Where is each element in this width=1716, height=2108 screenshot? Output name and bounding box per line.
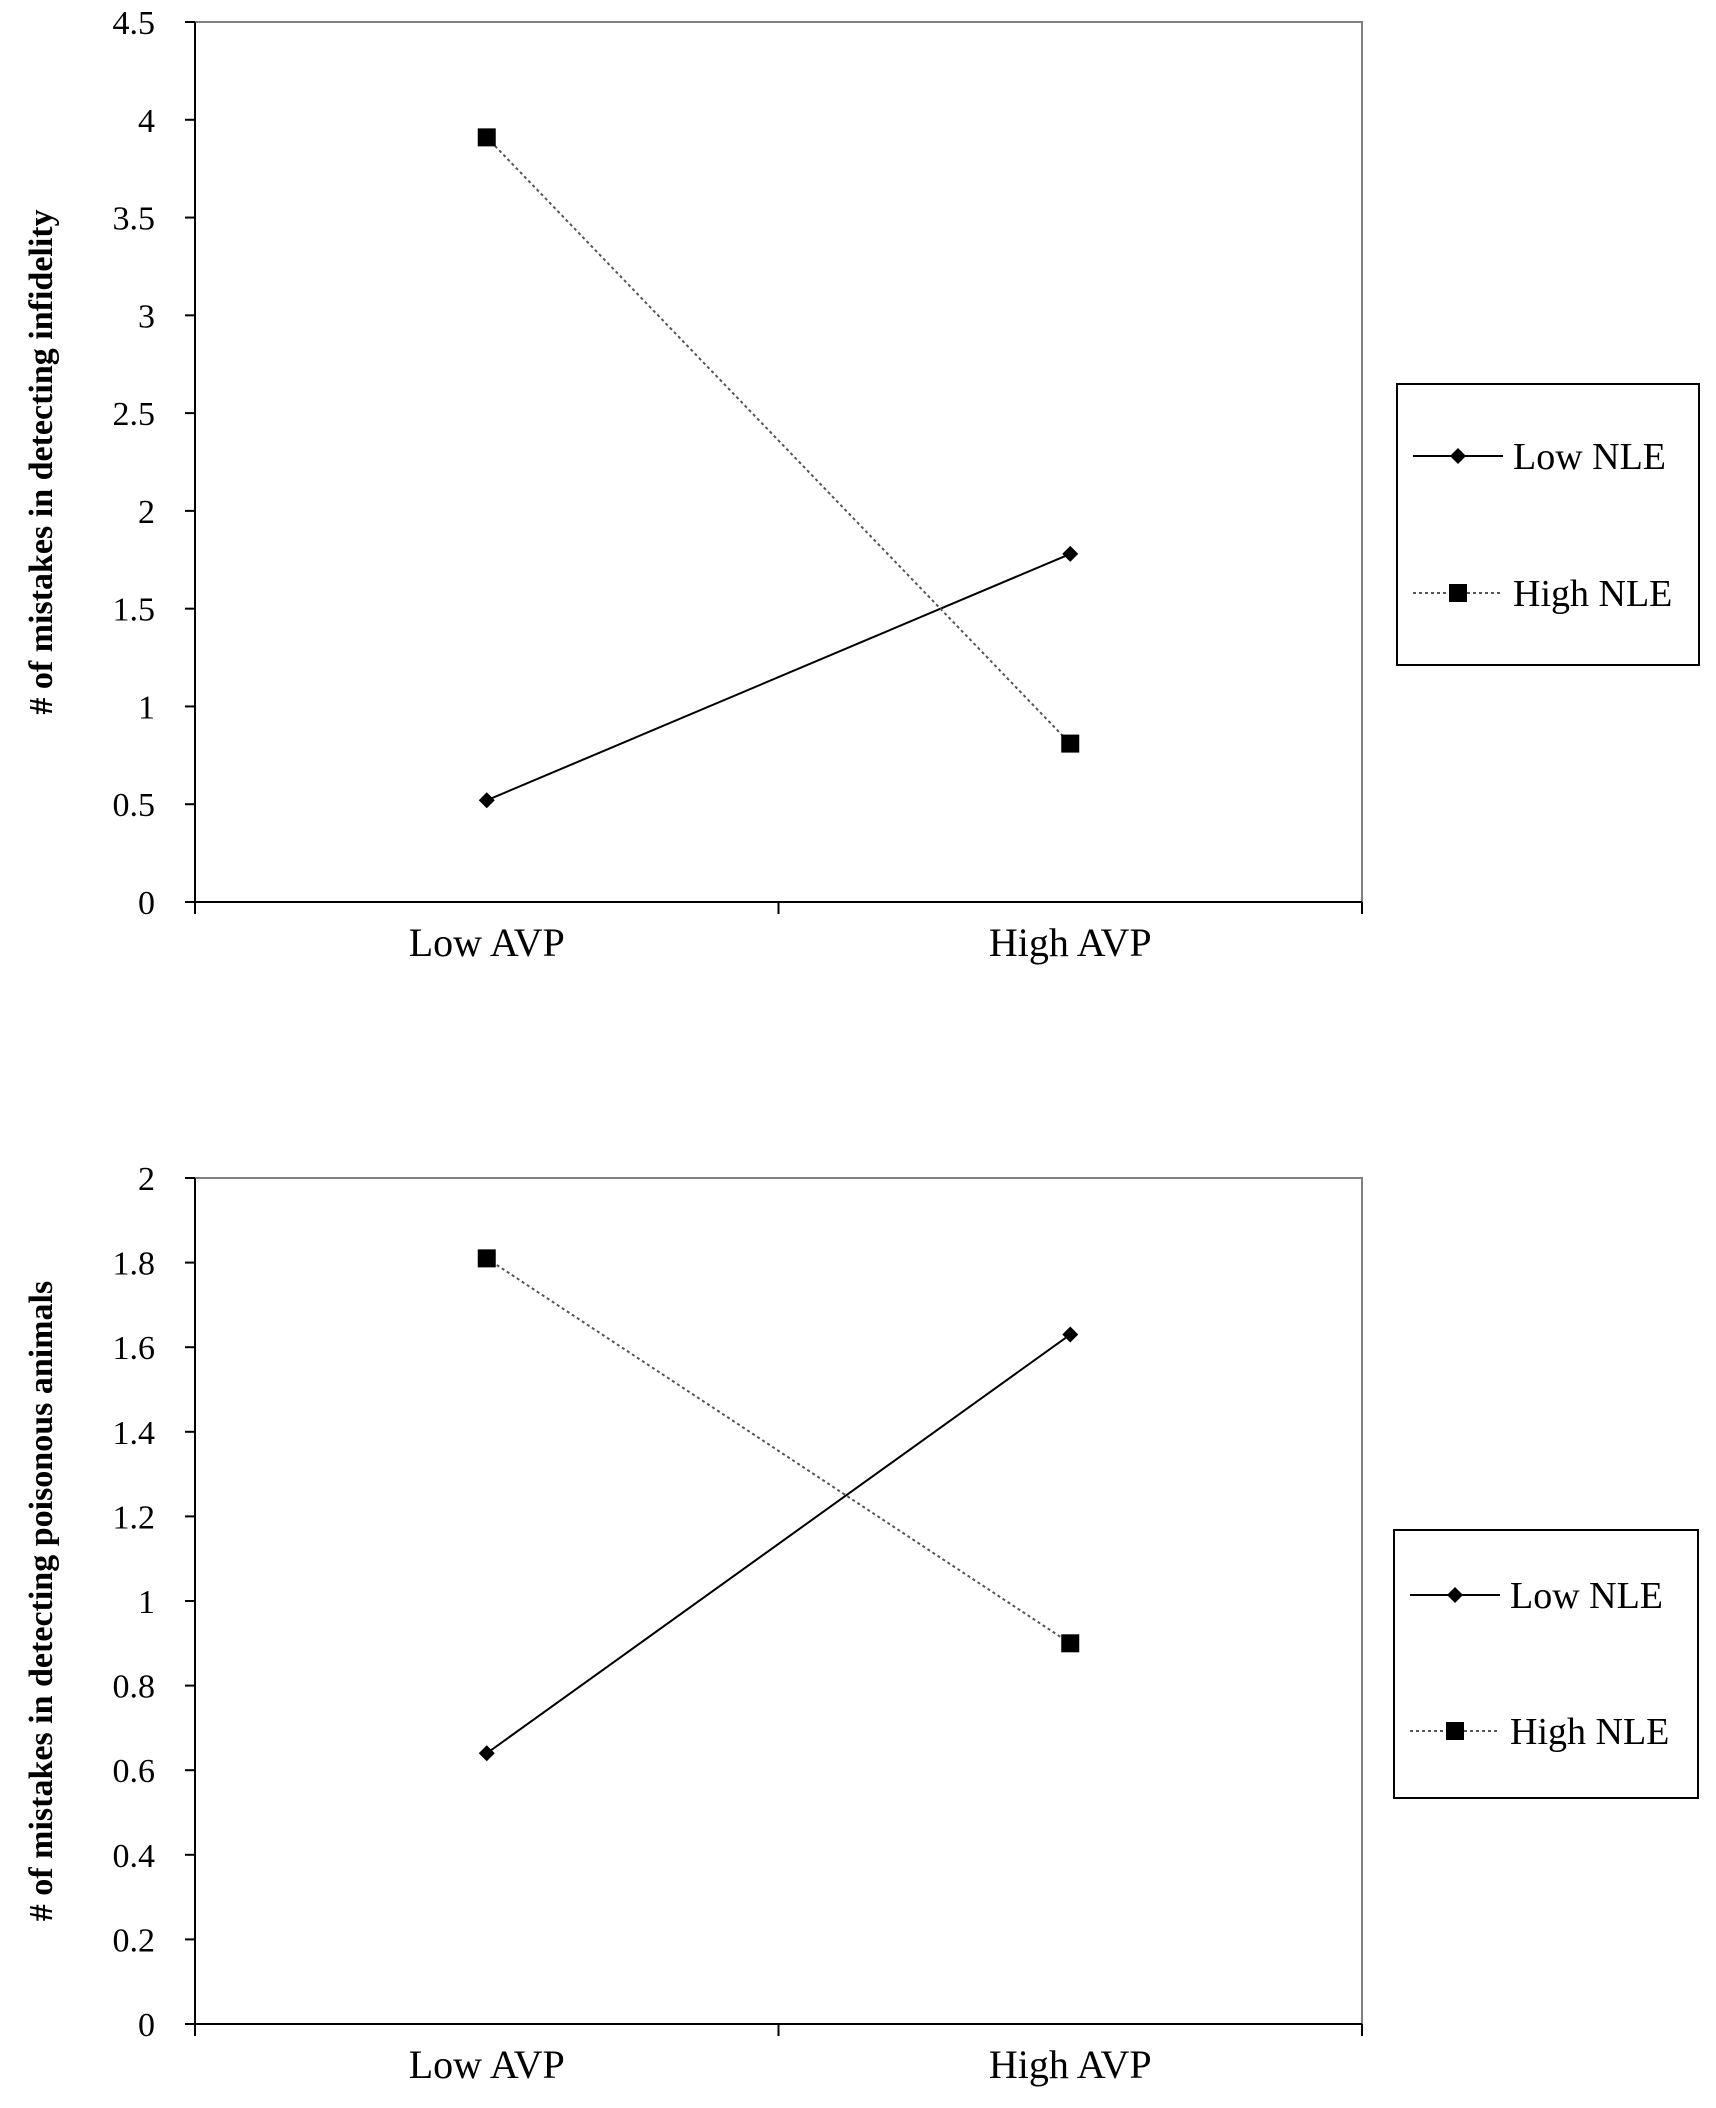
series-line-low-nle	[486, 1333, 1071, 1755]
y-tick-label: 0.2	[113, 1922, 156, 1959]
data-point-low-nle	[1062, 545, 1079, 562]
y-tick-label: 1.2	[113, 1499, 156, 1536]
y-tick-label: 1.8	[113, 1246, 156, 1283]
series-line-low-nle	[486, 552, 1071, 802]
legend-label: Low NLE	[1513, 436, 1666, 478]
series-line-high-nle	[486, 1257, 1071, 1645]
x-tick-label: Low AVP	[409, 2042, 565, 2087]
y-tick-label: 0.4	[113, 1838, 156, 1875]
data-point-low-nle	[1062, 1326, 1079, 1343]
legend-diamond-marker	[1447, 1587, 1463, 1603]
legend-diamond-marker	[1450, 448, 1466, 464]
y-tick-label: 2.5	[113, 396, 156, 433]
legend-box	[1396, 383, 1700, 666]
y-tick-label: 4.5	[113, 5, 156, 42]
legend-label: High NLE	[1510, 1711, 1669, 1753]
y-tick-label: 0	[138, 885, 155, 922]
plot-area	[194, 21, 1363, 903]
chart-infidelity: 0 0.5 1 1.5 2 2.5 3 3.5 4 4.5 Low AVP High AVP # of …	[23, 5, 1700, 965]
chart-poisonous-animals: 0 0.2 0.4 0.6 0.8 1 1.2 1.4 1.6 1.8 2 Low AVP High A…	[23, 1161, 1699, 2087]
y-tick-label: 1.6	[113, 1330, 156, 1367]
y-tick-label: 0.6	[113, 1753, 156, 1790]
legend-square-marker	[1449, 584, 1467, 602]
plot-area	[194, 1177, 1363, 2025]
y-tick-label: 1	[138, 1584, 155, 1621]
y-tick-label: 2	[138, 1161, 155, 1198]
y-tick-label: 0.5	[113, 787, 156, 824]
series-line-high-nle	[486, 136, 1071, 745]
data-point-high-nle	[1061, 734, 1080, 753]
data-point-high-nle	[477, 1249, 496, 1268]
y-tick-label: 2	[138, 494, 155, 531]
data-point-low-nle	[478, 1745, 495, 1762]
data-point-high-nle	[477, 128, 496, 147]
x-tick-label: High AVP	[989, 2042, 1152, 2087]
y-tick-label: 4	[138, 103, 155, 140]
y-axis-title: # of mistakes in detecting infidelity	[23, 209, 60, 714]
legend-label: Low NLE	[1510, 1575, 1663, 1617]
data-point-high-nle	[1061, 1634, 1080, 1653]
legend-box	[1393, 1529, 1699, 1799]
x-tick-label: Low AVP	[409, 920, 565, 965]
y-axis-title: # of mistakes in detecting poisonous ani…	[23, 1281, 60, 1921]
y-tick-label: 1.5	[113, 592, 156, 629]
y-tick-label: 0.8	[113, 1669, 156, 1706]
x-tick-label: High AVP	[989, 920, 1152, 965]
y-tick-label: 3.5	[113, 201, 156, 238]
y-tick-label: 0	[138, 2007, 155, 2044]
legend-square-marker	[1446, 1722, 1464, 1740]
y-tick-label: 3	[138, 298, 155, 335]
y-tick-label: 1	[138, 689, 155, 726]
legend-label: High NLE	[1513, 573, 1672, 615]
y-tick-label: 1.4	[113, 1415, 156, 1452]
data-point-low-nle	[478, 792, 495, 809]
